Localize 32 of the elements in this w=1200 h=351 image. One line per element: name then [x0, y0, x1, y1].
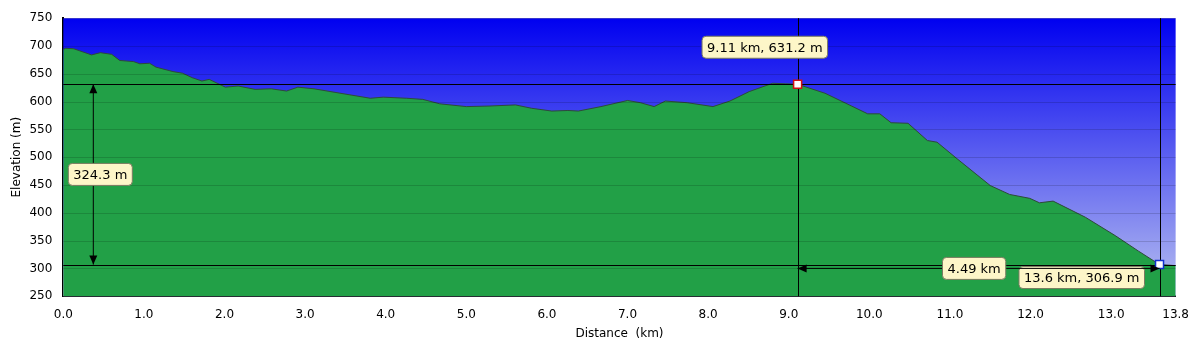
annotation: 13.6 km, 306.9 m [1023, 269, 1140, 285]
y-tick-label: 500 [29, 149, 53, 164]
annotation: 9.11 km, 631.2 m [707, 39, 823, 55]
annotation: 4.49 km [947, 260, 1001, 276]
y-tick-label: 750 [29, 10, 53, 25]
x-tick-label: 2.0 [214, 306, 235, 321]
x-tick-label: 1.0 [134, 306, 154, 321]
x-tick-label: 9.0 [779, 306, 799, 321]
y-tick-label: 300 [29, 260, 53, 275]
x-tick-label: 13.0 [1097, 306, 1125, 321]
annotation: 324.3 m [73, 166, 128, 182]
y-axis-title: Elevation (m) [9, 116, 24, 198]
x-tick-label: 8.0 [698, 306, 718, 321]
y-tick-label: 650 [29, 65, 53, 80]
x-tick-label: 5.0 [456, 306, 476, 321]
y-tick-label: 350 [29, 232, 53, 247]
y-tick-label: 250 [29, 288, 53, 303]
x-tick-label: 13.8 [1162, 306, 1189, 321]
x-tick-label: 11.0 [936, 306, 964, 321]
x-tick-label: 7.0 [617, 306, 638, 321]
y-tick-label: 700 [29, 38, 53, 53]
y-tick-label: 550 [29, 121, 53, 136]
y-tick-label: 450 [29, 177, 53, 192]
y-tick-label: 600 [29, 93, 53, 108]
y-tick-label: 400 [29, 204, 53, 219]
x-tick-label: 3.0 [295, 306, 315, 321]
x-tick-label: 12.0 [1017, 306, 1044, 321]
x-axis-title: Distance (km) [575, 325, 664, 340]
x-tick-label: 10.0 [855, 306, 883, 321]
x-tick-label: 0.0 [53, 306, 73, 321]
x-tick-label: 6.0 [537, 306, 557, 321]
x-tick-label: 4.0 [376, 306, 396, 321]
